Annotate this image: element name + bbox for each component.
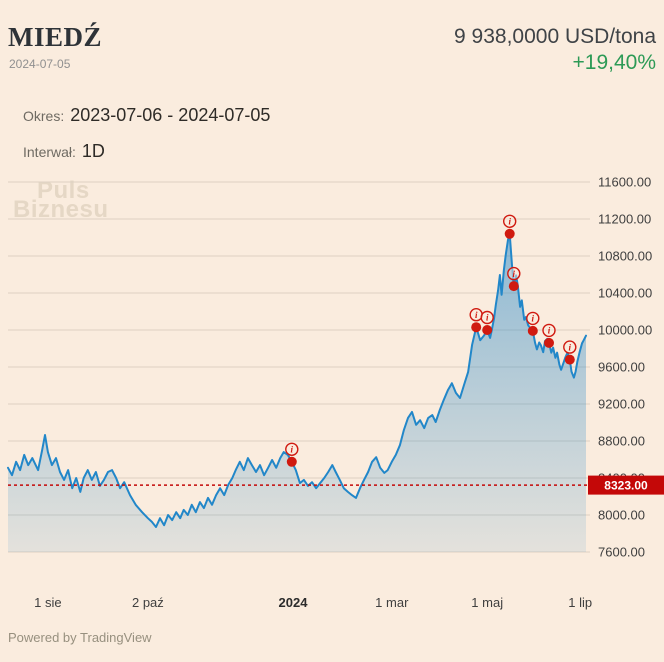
powered-by-text: Powered by TradingView — [8, 630, 152, 645]
info-icon[interactable]: i — [569, 342, 572, 352]
y-axis-label: 10400.00 — [598, 286, 652, 301]
price-value: 9 938,0000 USD/tona — [454, 25, 656, 48]
watermark-line2: Biznesu — [13, 196, 109, 223]
x-axis-label: 2 paź — [132, 595, 164, 610]
interval-row: Interwał: 1D — [23, 141, 105, 162]
period-label: Okres: — [23, 108, 65, 124]
event-marker-dot[interactable] — [544, 337, 554, 348]
event-marker-dot[interactable] — [504, 228, 515, 239]
y-axis-label: 11600.00 — [598, 175, 651, 190]
event-marker-info-circle[interactable] — [285, 442, 299, 456]
interval-label: Interwał: — [23, 144, 76, 160]
info-icon[interactable]: i — [548, 326, 551, 336]
info-icon[interactable]: i — [532, 314, 535, 324]
event-marker-info-circle[interactable] — [526, 311, 540, 326]
event-marker-dot[interactable] — [286, 456, 297, 467]
header-date: 2024-07-05 — [9, 57, 71, 71]
period-value: 2023-07-06 - 2024-07-05 — [70, 105, 271, 125]
info-icon[interactable]: i — [513, 269, 516, 279]
event-marker-info-circle[interactable] — [503, 214, 517, 228]
event-marker-info-circle[interactable] — [480, 310, 494, 325]
info-icon[interactable]: i — [486, 313, 489, 323]
interval-value: 1D — [81, 141, 105, 161]
area-fill — [8, 233, 586, 553]
event-marker-info-circle[interactable] — [563, 340, 577, 354]
y-axis-label: 8000.00 — [598, 508, 645, 523]
info-icon[interactable]: i — [291, 445, 294, 455]
event-marker-dot[interactable] — [564, 354, 575, 365]
price-chart: 11600.00 11200.00 10800.00 10400.00 10000.00… — [7, 175, 664, 610]
page-title: MIEDŹ — [8, 22, 103, 52]
x-axis-label: 2024 — [279, 595, 309, 610]
event-marker-dot[interactable] — [527, 325, 538, 336]
event-marker-info-circle[interactable] — [542, 323, 556, 338]
event-marker-dot[interactable] — [482, 325, 493, 335]
y-axis-label: 9200.00 — [598, 397, 645, 412]
x-axis-label: 1 lip — [568, 595, 592, 610]
y-axis-label: 9600.00 — [598, 360, 645, 375]
y-axis-label: 7600.00 — [598, 545, 645, 560]
y-axis-label: 10800.00 — [598, 249, 652, 264]
y-axis-label: 10000.00 — [598, 323, 652, 338]
x-axis-label: 1 maj — [471, 595, 503, 610]
event-marker-info-circle[interactable] — [507, 266, 521, 281]
period-row: Okres: 2023-07-06 - 2024-07-05 — [23, 105, 270, 126]
x-axis-label: 1 mar — [375, 595, 409, 610]
y-axis-label: 11200.00 — [598, 212, 651, 227]
info-icon[interactable]: i — [475, 310, 478, 320]
y-axis-label: 8800.00 — [598, 434, 645, 449]
event-marker-dot[interactable] — [508, 281, 519, 292]
last-price-badge-label: 8323.00 — [604, 479, 648, 493]
event-marker-dot[interactable] — [471, 322, 482, 333]
x-axis-label: 1 sie — [34, 595, 61, 610]
info-icon[interactable]: i — [508, 217, 511, 227]
last-price-badge — [588, 475, 664, 495]
price-change-percent: +19,40% — [572, 51, 657, 74]
